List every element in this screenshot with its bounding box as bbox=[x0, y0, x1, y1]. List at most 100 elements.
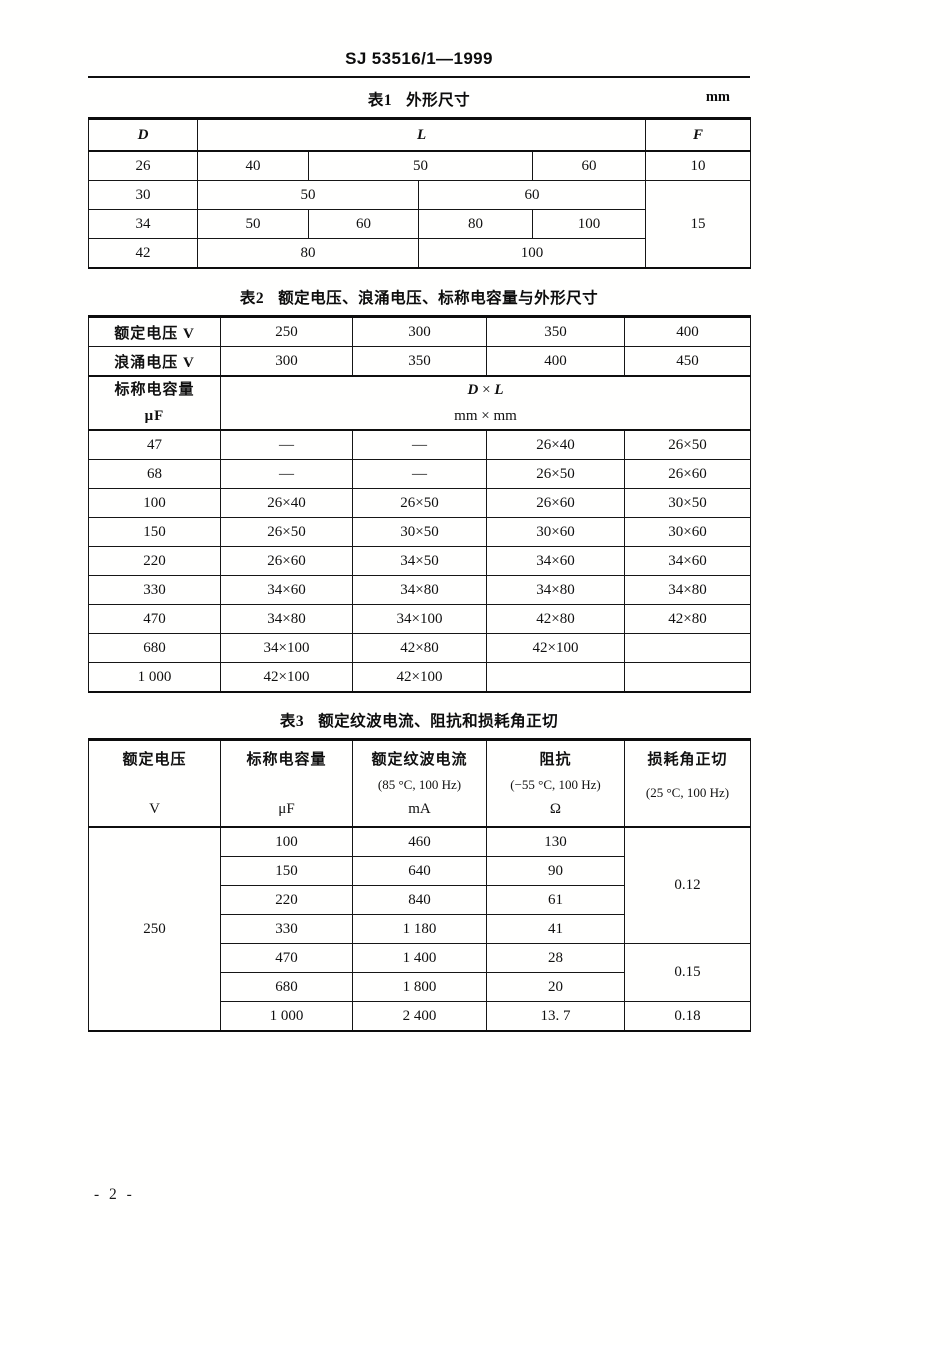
t1-cell-l: 60 bbox=[308, 209, 419, 239]
t2-cell: 350 bbox=[352, 346, 487, 377]
t2-cell bbox=[624, 633, 751, 663]
t2-cell: 26×50 bbox=[352, 488, 487, 518]
t3-impedance: 20 bbox=[486, 972, 625, 1002]
t2-cell: 400 bbox=[624, 316, 751, 347]
table3-ripple-impedance: 额定电压 V 标称电容量 μF 额定纹波电流 (85 °C, 100 Hz) m… bbox=[88, 738, 751, 1032]
t2-cap: 1 000 bbox=[88, 662, 221, 693]
table-row: 150 640 90 bbox=[89, 856, 751, 886]
t3-cap: 470 bbox=[220, 943, 353, 973]
t3-header-capacitance-unit: μF bbox=[278, 801, 295, 817]
t3-rated-voltage: 250 bbox=[88, 826, 221, 1032]
table-row: 68 — — 26×50 26×60 bbox=[88, 459, 751, 489]
t1-cell-d: 26 bbox=[88, 150, 198, 181]
table-row: 680 1 800 20 bbox=[89, 972, 751, 1002]
t3-header-impedance-unit: Ω bbox=[549, 801, 562, 817]
t2-cap: 100 bbox=[88, 488, 221, 518]
t1-cell-l: 50 bbox=[197, 209, 309, 239]
t2-cell: 34×80 bbox=[486, 575, 625, 605]
doc-number: SJ 53516/1—1999 bbox=[345, 49, 493, 68]
table-row: 680 34×100 42×80 42×100 bbox=[88, 633, 751, 663]
t3-cap: 220 bbox=[220, 885, 353, 915]
table2-surge-voltage-row: 浪涌电压 V 300 350 400 450 bbox=[88, 346, 751, 377]
t3-header-impedance: 阻抗 (−55 °C, 100 Hz) Ω bbox=[486, 739, 625, 828]
table2-capacitance-header-row: 标称电容量 μF D × L mm × mm bbox=[88, 375, 751, 431]
t3-header-ripple-condition: (85 °C, 100 Hz) bbox=[377, 776, 462, 792]
t2-cell: 26×60 bbox=[624, 459, 751, 489]
t2-dl-cell: D × L mm × mm bbox=[220, 375, 751, 431]
t2-cell: 26×40 bbox=[486, 429, 625, 460]
table2-caption-title: 额定电压、浪涌电压、标称电容量与外形尺寸 bbox=[278, 290, 599, 307]
table-row: 470 1 400 28 0.15 bbox=[89, 943, 751, 1002]
table2-caption-label: 表2 bbox=[239, 290, 265, 307]
t2-label-rated-voltage: 额定电压 V bbox=[88, 316, 221, 347]
t2-label-surge-voltage: 浪涌电压 V bbox=[88, 346, 221, 377]
t2-cell: 34×50 bbox=[352, 546, 487, 576]
t3-cap: 330 bbox=[220, 914, 353, 944]
t2-cell: 34×80 bbox=[624, 575, 751, 605]
t2-cell: 30×60 bbox=[624, 517, 751, 547]
t2-cell: 42×100 bbox=[352, 662, 487, 693]
table1-row-26: 26 40 50 60 10 bbox=[88, 150, 752, 181]
t1-cell-l: 50 bbox=[197, 180, 419, 210]
t3-ripple: 1 400 bbox=[352, 943, 487, 973]
t2-cell: 34×100 bbox=[220, 633, 353, 663]
t3-ripple: 840 bbox=[352, 885, 487, 915]
t2-cap: 330 bbox=[88, 575, 221, 605]
t3-cap: 680 bbox=[220, 972, 353, 1002]
t3-cap: 1 000 bbox=[220, 1001, 353, 1032]
t2-cap: 150 bbox=[88, 517, 221, 547]
t2-cap: 68 bbox=[88, 459, 221, 489]
t1-cell-l: 100 bbox=[531, 209, 647, 239]
t1-header-d: D bbox=[88, 118, 198, 152]
t2-cell: 42×80 bbox=[352, 633, 487, 663]
t2-cap: 470 bbox=[88, 604, 221, 634]
t1-cell-l: 60 bbox=[417, 180, 647, 210]
table1-row-34: 34 50 60 80 100 bbox=[88, 209, 751, 239]
t3-impedance: 13. 7 bbox=[486, 1001, 625, 1032]
table-row: 220 26×60 34×50 34×60 34×60 bbox=[88, 546, 751, 576]
t1-cell-d: 34 bbox=[88, 209, 198, 239]
t2-cell: 26×50 bbox=[486, 459, 625, 489]
table1-row-30: 30 50 60 15 bbox=[88, 180, 752, 269]
table-row: 47 — — 26×40 26×50 bbox=[88, 429, 751, 460]
t1-cell-d: 42 bbox=[88, 238, 198, 269]
t3-header-ripple-title: 额定纹波电流 bbox=[371, 752, 468, 768]
t3-header-ripple-unit: mA bbox=[408, 801, 431, 817]
t3-ripple: 460 bbox=[352, 826, 487, 857]
t3-header-tan-delta: 损耗角正切 (25 °C, 100 Hz) bbox=[624, 739, 751, 828]
t2-dl-times: × bbox=[482, 382, 491, 398]
t2-cell: 450 bbox=[624, 346, 751, 377]
table-row: 1 000 2 400 13. 7 0.18 bbox=[89, 1001, 751, 1032]
t2-cell: — bbox=[220, 459, 353, 489]
t3-ripple: 640 bbox=[352, 856, 487, 886]
t2-cell bbox=[624, 662, 751, 693]
t3-tan-delta: 0.15 bbox=[624, 943, 751, 1002]
t2-cell: 26×50 bbox=[624, 429, 751, 460]
table-row: 100 26×40 26×50 26×60 30×50 bbox=[88, 488, 751, 518]
t3-header-capacitance-title: 标称电容量 bbox=[246, 752, 327, 768]
t3-impedance: 61 bbox=[486, 885, 625, 915]
t3-impedance: 130 bbox=[486, 826, 625, 857]
table-row: 330 34×60 34×80 34×80 34×80 bbox=[88, 575, 751, 605]
t2-cell: 34×60 bbox=[624, 546, 751, 576]
t3-header-tan-delta-title: 损耗角正切 bbox=[647, 752, 728, 768]
table3-header-row: 额定电压 V 标称电容量 μF 额定纹波电流 (85 °C, 100 Hz) m… bbox=[88, 739, 751, 828]
t2-cell: 34×80 bbox=[352, 575, 487, 605]
table3-caption-label: 表3 bbox=[279, 713, 305, 730]
table-row: 470 34×80 34×100 42×80 42×80 bbox=[88, 604, 751, 634]
t2-label-capacitance-unit: μF bbox=[144, 408, 165, 424]
table2-caption-row: 表2 额定电压、浪涌电压、标称电容量与外形尺寸 bbox=[88, 286, 750, 308]
t2-dl-unit: mm × mm bbox=[454, 408, 517, 424]
t3-tan-delta: 0.18 bbox=[624, 1001, 751, 1032]
t3-impedance: 28 bbox=[486, 943, 625, 973]
t3-header-voltage-title: 额定电压 bbox=[122, 752, 187, 768]
t2-cap: 47 bbox=[88, 429, 221, 460]
table1-dimensions: D L F 26 40 50 60 10 30 50 60 15 34 50 6… bbox=[88, 117, 752, 269]
t2-label-capacitance: 标称电容量 μF bbox=[88, 375, 221, 431]
t3-cap: 150 bbox=[220, 856, 353, 886]
t1-header-f: F bbox=[645, 118, 752, 152]
t2-cell: 30×50 bbox=[624, 488, 751, 518]
table1-row-42: 42 80 100 bbox=[88, 238, 751, 269]
t2-cell: 42×80 bbox=[624, 604, 751, 634]
t1-cell-l: 80 bbox=[418, 209, 533, 239]
